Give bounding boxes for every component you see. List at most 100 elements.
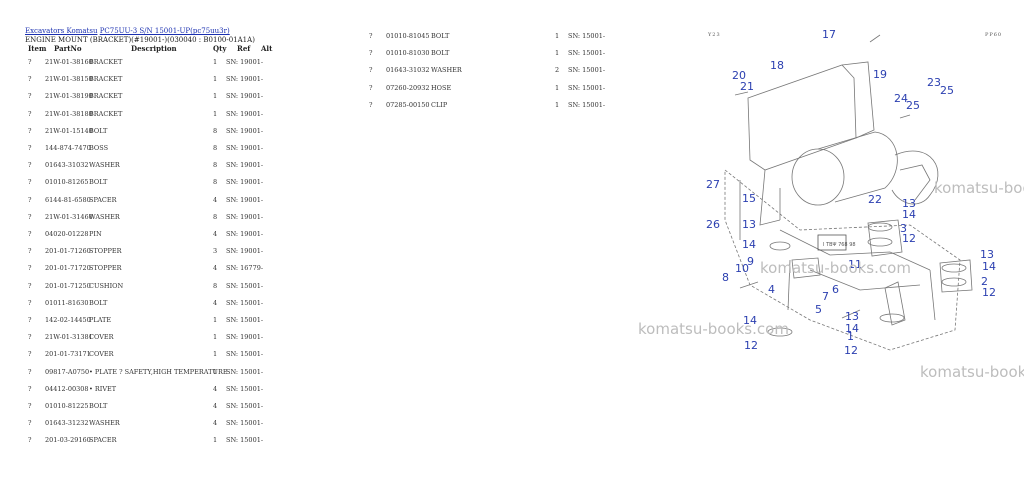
- callout-label[interactable]: 14: [845, 322, 859, 335]
- cell-part-no: 01011-81630: [45, 298, 89, 307]
- callout-label[interactable]: 22: [868, 193, 882, 206]
- breadcrumb-link-model[interactable]: PC75UU-3 S/N 15001-UP(pc75uu3r): [99, 27, 230, 35]
- cell-part-no: 01010-81265: [45, 178, 89, 187]
- cell-part-no: 01010-81030: [386, 49, 430, 58]
- page-title: ENGINE MOUNT (BRACKET)(#19001-)(030040 :…: [25, 36, 255, 44]
- callout-label[interactable]: 26: [706, 218, 720, 231]
- callout-label[interactable]: 12: [982, 286, 996, 299]
- callout-label[interactable]: 24: [894, 92, 908, 105]
- callout-label[interactable]: 14: [982, 260, 996, 273]
- cell-sn: SN: 15001-: [568, 83, 606, 92]
- cell-sn: SN: 19001-: [226, 58, 264, 66]
- callout-label[interactable]: 13: [845, 310, 859, 323]
- cell-part-no: 6144-81-6580: [45, 195, 91, 204]
- callout-label[interactable]: 1: [847, 330, 854, 343]
- callout-label[interactable]: 10: [735, 262, 749, 275]
- cell-qty: 1: [213, 350, 218, 359]
- breadcrumb: Excavators Komatsu PC75UU-3 S/N 15001-UP…: [25, 27, 255, 36]
- cell-sn: SN: 15001-: [226, 316, 264, 324]
- page-header: Excavators Komatsu PC75UU-3 S/N 15001-UP…: [25, 27, 255, 45]
- callout-label[interactable]: 13: [742, 218, 756, 231]
- cell-description: CUSHION: [89, 281, 124, 290]
- cell-qty: 4: [213, 419, 218, 428]
- callout-label[interactable]: 20: [732, 69, 746, 82]
- cell-sn: SN: 19001-: [226, 212, 264, 221]
- callout-label[interactable]: 4: [768, 283, 775, 296]
- cell-sn: SN: 15001-: [226, 419, 264, 428]
- cell-description: BOLT: [89, 126, 108, 135]
- cell-description: BOLT: [89, 298, 108, 307]
- cell-part-no: 04020-01228: [45, 230, 89, 238]
- cell-description: STOPPER: [89, 247, 122, 256]
- cell-sn: SN: 15001-: [568, 100, 606, 109]
- identification-plate-text: Ι ΤΒΨ 768 98: [823, 242, 856, 248]
- callout-label[interactable]: 6: [832, 283, 839, 296]
- callout-label[interactable]: 13: [980, 248, 994, 261]
- cell-part-no: 01643-31032: [45, 161, 89, 170]
- callout-label[interactable]: 2: [981, 275, 988, 288]
- cell-part-no: 201-01-73171: [45, 350, 91, 359]
- cell-description: • PLATE ? SAFETY,HIGH TEMPERATURE: [89, 367, 228, 376]
- callout-label[interactable]: 5: [815, 303, 822, 316]
- callout-label[interactable]: 25: [940, 84, 954, 97]
- cell-description: WASHER: [431, 66, 462, 75]
- callout-label[interactable]: 3: [900, 222, 907, 235]
- callout-label[interactable]: 12: [744, 339, 758, 352]
- diagram-corner-code-right: PP60: [985, 32, 1003, 38]
- cell-sn: SN: 19001-: [226, 230, 264, 238]
- cell-description: BRACKET: [89, 75, 123, 84]
- callout-label[interactable]: 12: [902, 232, 916, 245]
- cell-item: ?: [28, 195, 32, 204]
- cell-qty: 8: [213, 126, 218, 135]
- cell-item: ?: [28, 126, 32, 135]
- cell-qty: 1: [213, 316, 218, 324]
- callout-label[interactable]: 27: [706, 178, 720, 191]
- cell-sn: SN: 15001-: [226, 350, 264, 359]
- cell-qty: 4: [213, 402, 218, 410]
- callout-label[interactable]: 17: [822, 28, 836, 41]
- cell-description: HOSE: [431, 83, 452, 92]
- cell-part-no: 07285-00150: [386, 100, 430, 109]
- cell-item: ?: [28, 212, 32, 221]
- callout-label[interactable]: 11: [848, 258, 862, 271]
- callout-label[interactable]: 19: [873, 68, 887, 81]
- callout-label[interactable]: 23: [927, 76, 941, 89]
- cell-part-no: 201-03-29160: [45, 436, 91, 445]
- cell-part-no: 21W-01-38180: [45, 109, 93, 118]
- cell-sn: SN: 19001-: [226, 161, 264, 170]
- cell-item: ?: [28, 230, 32, 238]
- callout-label[interactable]: 12: [844, 344, 858, 357]
- cell-description: WASHER: [89, 419, 120, 428]
- cell-qty: 4: [213, 264, 218, 273]
- callout-label[interactable]: 21: [740, 80, 754, 93]
- cell-item: ?: [28, 402, 32, 410]
- breadcrumb-link-excavators[interactable]: Excavators Komatsu: [25, 27, 98, 35]
- cell-qty: 8: [213, 212, 218, 221]
- callout-label[interactable]: 14: [743, 314, 757, 327]
- cell-description: STOPPER: [89, 264, 122, 273]
- callout-label[interactable]: 13: [902, 197, 916, 210]
- cell-qty: 4: [213, 195, 218, 204]
- exploded-parts-diagram: Ι ΤΒΨ 768 98 17 18 19 20 21 23 25 24 25 …: [630, 20, 1024, 460]
- cell-item: ?: [28, 367, 32, 376]
- callout-label[interactable]: 8: [722, 271, 729, 284]
- cell-qty: 1: [213, 92, 218, 101]
- cell-qty: 1: [555, 49, 560, 58]
- cell-sn: SN: 19001-: [226, 109, 264, 118]
- cell-qty: 3: [213, 247, 218, 256]
- cell-sn: SN: 15001-: [568, 66, 606, 75]
- callout-label[interactable]: 15: [742, 192, 756, 205]
- callout-label[interactable]: 14: [742, 238, 756, 251]
- callout-label[interactable]: 25: [906, 99, 920, 112]
- watermark-text: komatsu-books.com: [920, 363, 1024, 381]
- cell-description: WASHER: [89, 212, 120, 221]
- cell-qty: 8: [213, 144, 218, 152]
- cell-sn: SN: 16779-: [226, 264, 264, 273]
- cell-description: BOLT: [431, 49, 450, 58]
- callout-label[interactable]: 14: [902, 208, 916, 221]
- callout-label[interactable]: 18: [770, 59, 784, 72]
- callout-label[interactable]: 7: [822, 290, 829, 303]
- callout-label[interactable]: 9: [747, 255, 754, 268]
- watermark-text: komatsu-books.com: [934, 179, 1024, 197]
- cell-description: BOLT: [431, 32, 450, 40]
